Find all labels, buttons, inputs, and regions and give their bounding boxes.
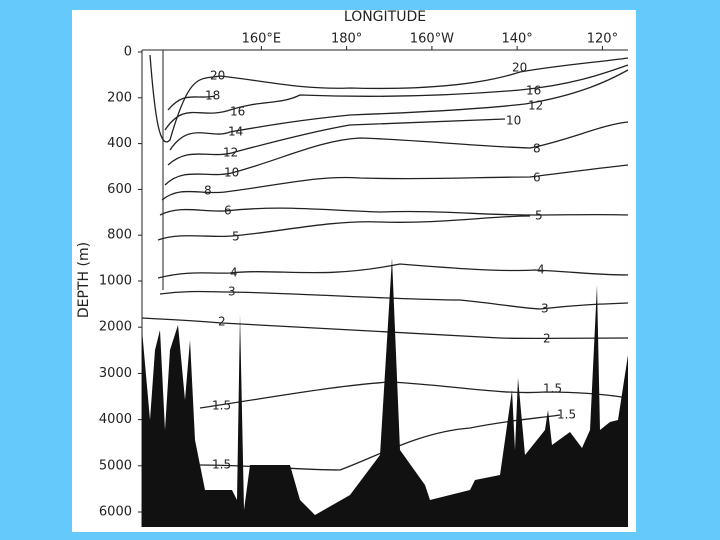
- contour: [164, 121, 629, 186]
- contour-labels: 20 18 16 14 12 10 8 6 5 4 3 2 1.5 1.5 20…: [204, 61, 576, 472]
- contour-label: 2: [543, 332, 551, 346]
- contour-label: 12: [528, 99, 543, 113]
- contour-label: 16: [230, 105, 245, 119]
- seafloor: [142, 258, 628, 527]
- y-tick-label: 2000: [99, 320, 132, 335]
- contour-label: 1.5: [212, 458, 231, 472]
- contour: [149, 54, 629, 143]
- contour-label: 6: [533, 171, 541, 185]
- x-tick-label: 160°W: [410, 32, 454, 47]
- contour-label: 18: [205, 89, 220, 103]
- contour-label: 8: [533, 142, 541, 156]
- contour: [159, 207, 629, 216]
- contour: [167, 118, 506, 166]
- x-tick-label: 140°: [501, 32, 532, 47]
- contour-label: 1.5: [212, 399, 231, 413]
- contour-label: 6: [224, 204, 232, 218]
- y-tick-label: 400: [107, 136, 132, 151]
- contour-label: 20: [512, 61, 527, 75]
- y-tick-label: 3000: [99, 366, 132, 381]
- y-tick-label: 4000: [99, 412, 132, 427]
- contour-label: 1.5: [543, 382, 562, 396]
- contour-label: 4: [230, 266, 238, 280]
- contour-label: 1.5: [557, 408, 576, 422]
- y-tick-label: 6000: [99, 505, 132, 520]
- contour: [161, 164, 629, 201]
- contour: [157, 215, 531, 241]
- contour: [164, 64, 629, 131]
- x-tick-label: 120°: [587, 32, 618, 47]
- contour: [199, 381, 629, 409]
- contour-label: 20: [210, 69, 225, 83]
- chart-title: LONGITUDE: [344, 9, 426, 25]
- y-tick-label: 5000: [99, 458, 132, 473]
- contour-label: 14: [228, 125, 243, 139]
- contour-label: 4: [537, 263, 545, 277]
- contour-label: 5: [535, 209, 543, 223]
- y-tick-label: 1000: [99, 274, 132, 289]
- contour: [141, 317, 629, 340]
- y-tick-label: 600: [107, 182, 132, 197]
- contour-label: 10: [224, 166, 239, 180]
- y-tick-label: 200: [107, 90, 132, 105]
- contour-label: 8: [204, 184, 212, 198]
- contour-label: 3: [541, 302, 549, 316]
- plot-area: [141, 49, 629, 527]
- y-tick-label: 800: [107, 228, 132, 243]
- contour-label: 5: [232, 230, 240, 244]
- x-tick-label: 180°: [331, 32, 362, 47]
- y-axis-label: DEPTH (m): [76, 242, 92, 318]
- contour-label: 10: [506, 114, 521, 128]
- contour-label: 3: [228, 285, 236, 299]
- contour-label: 2: [218, 315, 226, 329]
- contour: [169, 69, 629, 151]
- contour: [167, 95, 216, 111]
- contour-label: 12: [223, 146, 238, 160]
- contour: [159, 290, 629, 310]
- x-tick-label: 160°E: [242, 32, 282, 47]
- y-tick-label: 0: [124, 45, 132, 60]
- contour-label: 16: [526, 84, 541, 98]
- contour: [157, 263, 629, 279]
